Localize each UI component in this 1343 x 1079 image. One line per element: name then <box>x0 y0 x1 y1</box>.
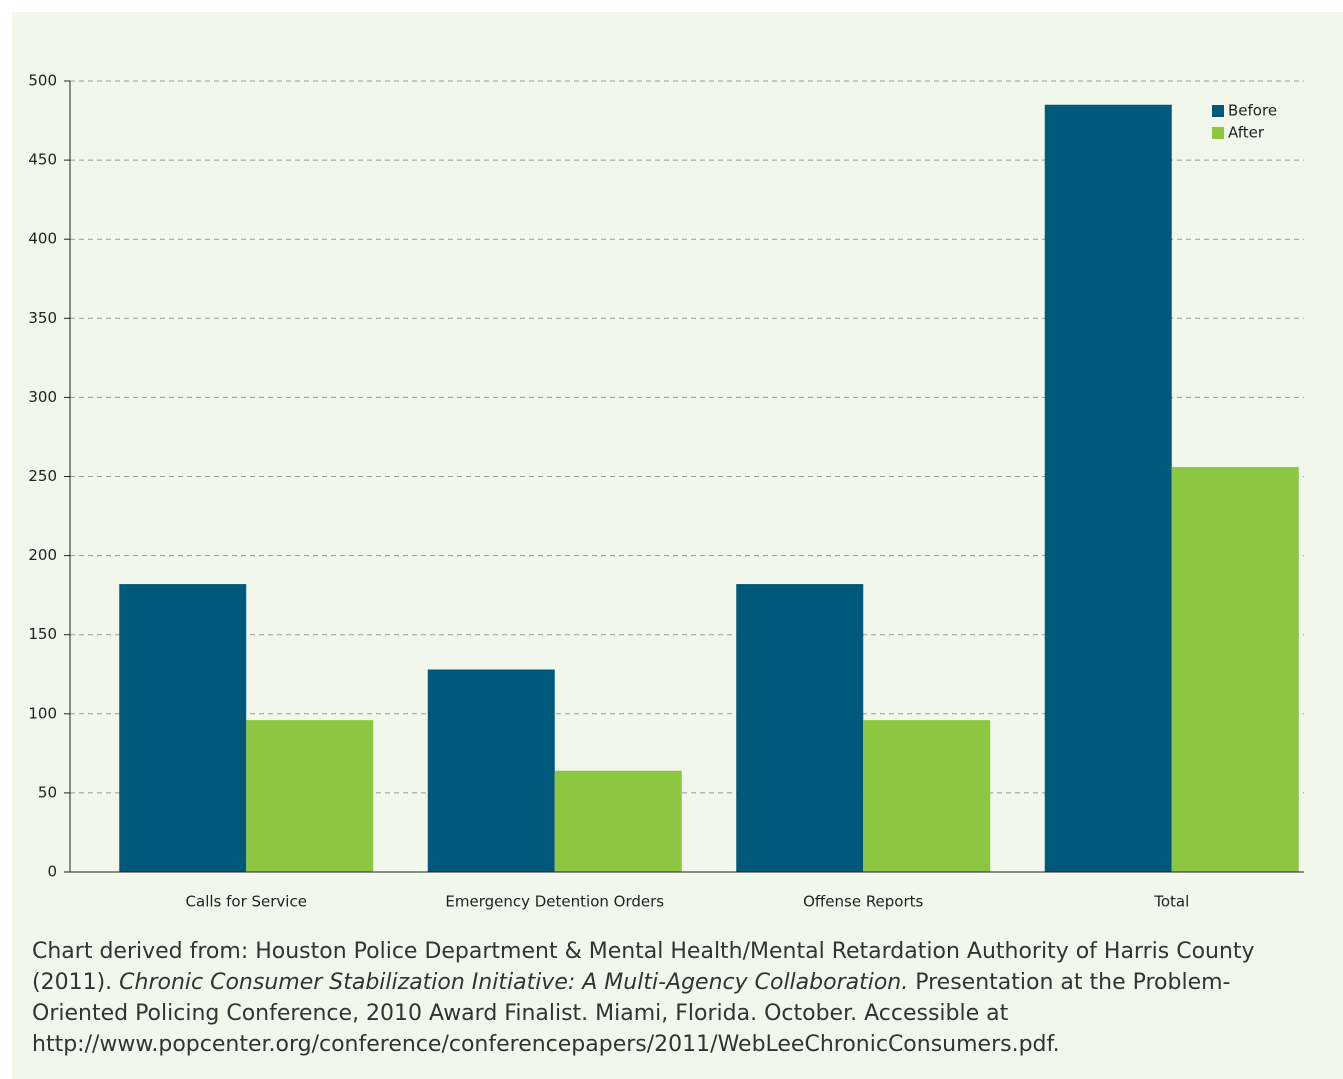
x-tick-label: Calls for Service <box>186 893 307 911</box>
chart: 0 50 100 150 200 250 300 350 400 450 500 Calls for … <box>28 72 1304 911</box>
bar <box>554 770 682 872</box>
bar <box>119 584 247 872</box>
y-tick-label: 50 <box>38 783 57 801</box>
bar <box>246 720 374 872</box>
y-tick-label: 300 <box>28 388 57 406</box>
y-tick-label: 0 <box>47 863 57 881</box>
legend-label: After <box>1228 124 1265 142</box>
source-note: Chart derived from: Houston Police Depar… <box>32 936 1262 1060</box>
legend-swatch <box>1212 127 1224 139</box>
legend-swatch <box>1212 105 1224 117</box>
bar <box>1171 467 1299 872</box>
bar <box>736 584 864 872</box>
source-title: Chronic Consumer Stabilization Initiativ… <box>119 970 909 995</box>
source-rest: Presentation at the Problem-Oriented Pol… <box>32 970 1231 1057</box>
y-tick-label: 100 <box>28 704 57 722</box>
y-tick-label: 400 <box>28 230 57 248</box>
y-tick-label: 350 <box>28 309 57 327</box>
y-tick-label: 250 <box>28 467 57 485</box>
bar <box>1044 104 1172 873</box>
y-tick-label: 150 <box>28 625 57 643</box>
bar <box>863 720 991 872</box>
y-tick-label: 450 <box>28 151 57 169</box>
bar <box>427 669 555 872</box>
source-intro: Chart derived from: Houston Police Depar… <box>32 939 1255 995</box>
x-tick-label: Emergency Detention Orders <box>445 893 664 911</box>
legend-label: Before <box>1228 102 1277 120</box>
x-tick-label: Total <box>1153 893 1189 911</box>
y-tick-label: 500 <box>28 72 57 90</box>
x-tick-label: Offense Reports <box>803 893 923 911</box>
y-tick-label: 200 <box>28 546 57 564</box>
